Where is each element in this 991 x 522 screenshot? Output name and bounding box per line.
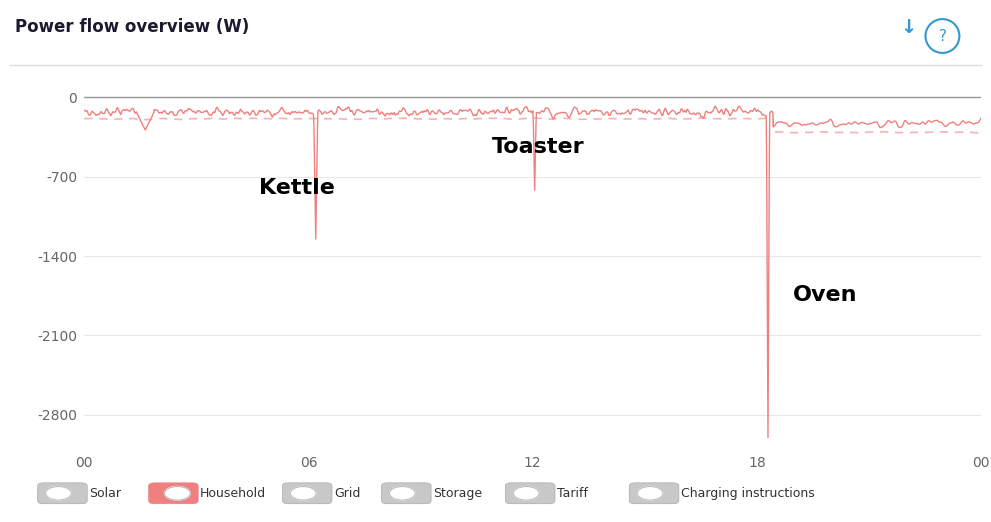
Text: Charging instructions: Charging instructions — [681, 487, 815, 500]
Text: Grid: Grid — [334, 487, 361, 500]
Text: Toaster: Toaster — [493, 137, 585, 157]
Text: Power flow overview (W): Power flow overview (W) — [15, 18, 249, 36]
Text: ?: ? — [938, 29, 946, 44]
Text: ↓: ↓ — [900, 18, 917, 37]
Text: Kettle: Kettle — [259, 177, 335, 198]
Text: Tariff: Tariff — [557, 487, 588, 500]
Text: Solar: Solar — [89, 487, 121, 500]
Text: Storage: Storage — [433, 487, 483, 500]
Text: Oven: Oven — [793, 286, 857, 305]
Text: Household: Household — [200, 487, 267, 500]
